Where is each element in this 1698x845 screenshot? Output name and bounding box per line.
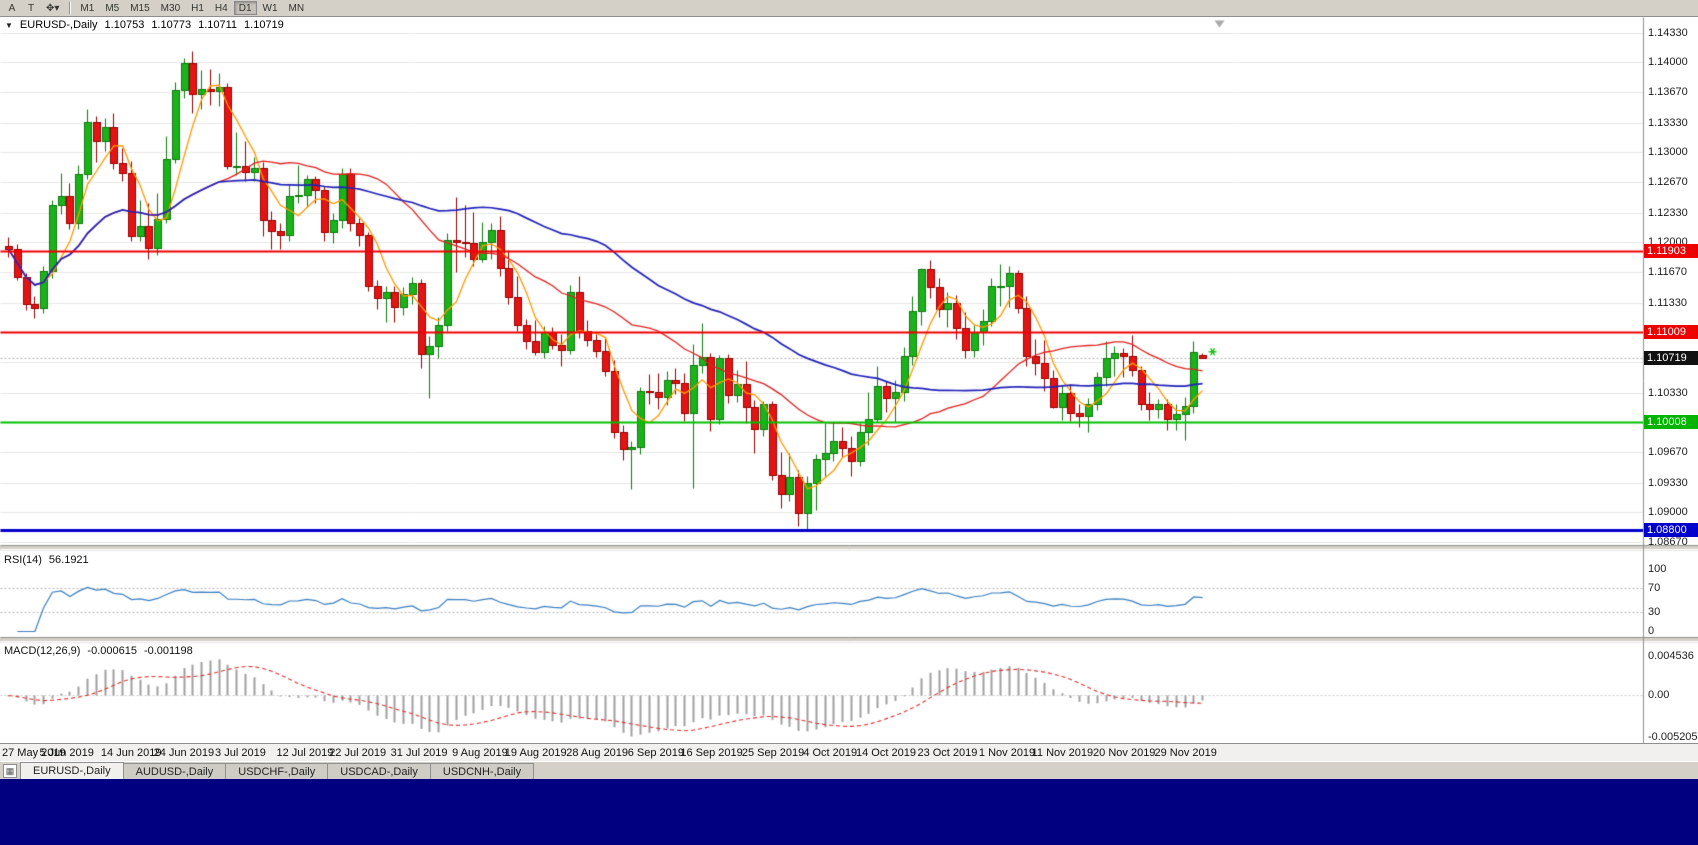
- timeframe-button-h4[interactable]: H4: [214, 2, 228, 14]
- date-label: 28 Aug 2019: [566, 747, 629, 759]
- timeframe-button-d1[interactable]: D1: [233, 1, 257, 15]
- date-label: 14 Jun 2019: [100, 747, 162, 759]
- toolbar: A T ✥▾ M1 M5 M15 M30 H1 H4 D1 W1 MN: [0, 0, 1698, 17]
- chart-tab-eurusd[interactable]: EURUSD-,Daily: [20, 762, 124, 779]
- date-label: 29 Nov 2019: [1154, 747, 1217, 759]
- timeframe-button-m30[interactable]: M30: [160, 2, 181, 14]
- resistance-tag-upper: 1.11903: [1644, 244, 1698, 259]
- macd-name: MACD(12,26,9): [4, 645, 81, 657]
- toolbar-button-annotation-a[interactable]: A: [8, 2, 16, 14]
- date-label: 6 Sep 2019: [627, 747, 684, 759]
- date-label: 11 Nov 2019: [1031, 747, 1094, 759]
- macd-axis-label: -0.005205: [1648, 731, 1698, 743]
- price-axis-label: 1.09670: [1648, 446, 1688, 459]
- price-axis-label: 1.14330: [1648, 26, 1688, 39]
- rsi-axis-label: 70: [1648, 581, 1661, 594]
- macd-signal-value: -0.001198: [143, 645, 193, 657]
- price-axis-label: 1.12670: [1648, 175, 1688, 188]
- timeframe-button-m5[interactable]: M5: [105, 2, 120, 14]
- rsi-axis-label: 100: [1648, 563, 1667, 575]
- price-axis-label: 1.13000: [1648, 146, 1688, 159]
- price-axis-label: 1.11330: [1648, 296, 1687, 309]
- chart-symbol-label: EURUSD-,Daily: [19, 19, 98, 31]
- timeframe-button-w1[interactable]: W1: [262, 2, 278, 14]
- lower-level-tag: 1.08800: [1644, 523, 1698, 538]
- price-axis-label: 1.09000: [1648, 506, 1688, 519]
- price-axis-label: 1.08670: [1648, 536, 1688, 549]
- macd-indicator-label: MACD(12,26,9) -0.000615 -0.001198: [4, 645, 200, 657]
- rsi-indicator-label: RSI(14) 56.1921: [4, 554, 96, 566]
- price-axis-label: 1.09330: [1648, 476, 1688, 489]
- symbol-dropdown-icon[interactable]: ▼: [5, 20, 13, 30]
- date-label: 24 Jun 2019: [153, 747, 215, 759]
- timeframe-button-h1[interactable]: H1: [191, 2, 204, 14]
- price-axis-label: 1.12330: [1648, 206, 1688, 219]
- chart-tab-audusd[interactable]: AUDUSD-,Daily: [122, 763, 227, 779]
- date-label: 20 Nov 2019: [1093, 747, 1156, 759]
- timeframe-button-m15[interactable]: M15: [130, 2, 150, 14]
- date-label: 27 May 2019: [2, 747, 66, 759]
- price-axis-label: 1.14000: [1648, 56, 1688, 69]
- toolbar-separator: [69, 2, 71, 14]
- ohlc-low: 1.10711: [198, 19, 238, 31]
- bottom-panel: [0, 779, 1698, 845]
- rsi-axis-label: 0: [1648, 625, 1655, 637]
- date-label: 5 Jun 2019: [39, 747, 94, 759]
- chart-tab-usdcad[interactable]: USDCAD-,Daily: [327, 763, 431, 779]
- toolbar-button-text-tool[interactable]: T: [27, 2, 35, 14]
- ohlc-high: 1.10773: [151, 19, 192, 31]
- timeframe-button-mn[interactable]: MN: [288, 2, 305, 14]
- date-label: 12 Jul 2019: [276, 747, 334, 759]
- date-label: 16 Sep 2019: [680, 747, 743, 759]
- price-axis-label: 1.13670: [1648, 85, 1688, 98]
- date-label: 23 Oct 2019: [917, 747, 978, 759]
- timeframe-button-group: M1 M5 M15 M30 H1 H4 D1 W1 MN: [75, 1, 309, 15]
- date-label: 22 Jul 2019: [329, 747, 387, 759]
- macd-main-value: -0.000615: [87, 645, 137, 657]
- rsi-name: RSI(14): [4, 554, 42, 566]
- date-label: 14 Oct 2019: [856, 747, 916, 759]
- chart-canvas[interactable]: [0, 17, 1698, 743]
- price-axis-label: 1.13330: [1648, 116, 1688, 129]
- ohlc-open: 1.10753: [104, 19, 145, 31]
- chart-title: ▼ EURUSD-,Daily 1.10753 1.10773 1.10711 …: [5, 19, 284, 31]
- date-label: 31 Jul 2019: [390, 747, 448, 759]
- toolbar-button-pointer-tool[interactable]: ✥▾: [46, 2, 60, 14]
- date-label: 4 Oct 2019: [803, 747, 858, 759]
- date-label: 1 Nov 2019: [978, 747, 1036, 759]
- price-axis-label: 1.11670: [1648, 266, 1687, 279]
- chart-window-icon[interactable]: ▦: [3, 764, 17, 778]
- toolbar-left-group: A T ✥▾: [3, 1, 64, 15]
- timeframe-button-m1[interactable]: M1: [80, 2, 95, 14]
- support-tag: 1.10008: [1644, 414, 1698, 429]
- rsi-axis-label: 30: [1648, 606, 1661, 619]
- chart-tabs-bar: ▦ EURUSD-,Daily AUDUSD-,Daily USDCHF-,Daily…: [0, 761, 1698, 779]
- chart-tab-usdchf[interactable]: USDCHF-,Daily: [225, 763, 329, 779]
- chart-tab-usdcnh[interactable]: USDCNH-,Daily: [429, 763, 535, 779]
- chart-area: ▼ EURUSD-,Daily 1.10753 1.10773 1.10711 …: [0, 17, 1698, 743]
- date-label: 9 Aug 2019: [452, 747, 508, 759]
- date-label: 25 Sep 2019: [741, 747, 805, 759]
- date-label: 19 Aug 2019: [504, 747, 567, 759]
- time-axis[interactable]: 27 May 2019 5 Jun 2019 14 Jun 2019 24 Jun 2…: [0, 743, 1698, 761]
- macd-axis-label: 0.00: [1648, 689, 1670, 701]
- macd-axis-label: 0.004536: [1648, 649, 1694, 662]
- ohlc-close: 1.10719: [244, 19, 284, 31]
- rsi-value: 56.1921: [48, 554, 89, 566]
- current-price-tag: 1.10719: [1644, 350, 1698, 365]
- chart-overlays: ▼ EURUSD-,Daily 1.10753 1.10773 1.10711 …: [0, 17, 1698, 743]
- price-axis-label: 1.10330: [1648, 386, 1688, 399]
- resistance-tag-lower: 1.11009: [1644, 324, 1698, 339]
- date-label: 3 Jul 2019: [215, 747, 266, 759]
